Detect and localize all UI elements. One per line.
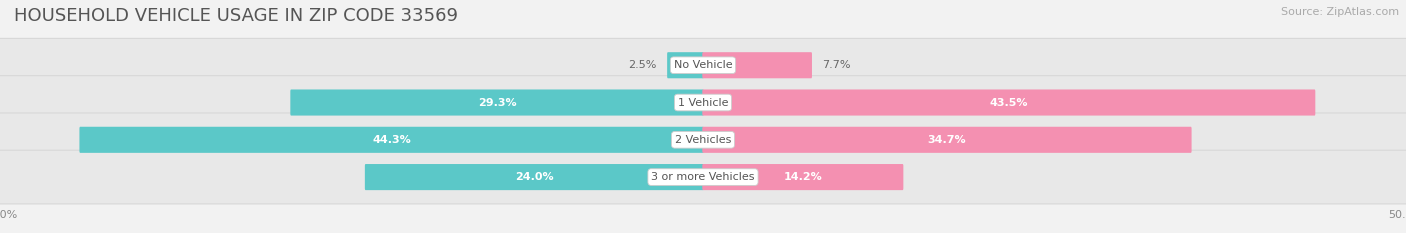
FancyBboxPatch shape (0, 38, 1406, 92)
Text: 24.0%: 24.0% (515, 172, 554, 182)
FancyBboxPatch shape (0, 76, 1406, 129)
FancyBboxPatch shape (366, 164, 704, 190)
Text: No Vehicle: No Vehicle (673, 60, 733, 70)
FancyBboxPatch shape (0, 150, 1406, 204)
Text: 14.2%: 14.2% (783, 172, 823, 182)
FancyBboxPatch shape (80, 127, 704, 153)
Text: Source: ZipAtlas.com: Source: ZipAtlas.com (1281, 7, 1399, 17)
FancyBboxPatch shape (703, 164, 904, 190)
FancyBboxPatch shape (0, 113, 1406, 167)
Text: 3 or more Vehicles: 3 or more Vehicles (651, 172, 755, 182)
Text: HOUSEHOLD VEHICLE USAGE IN ZIP CODE 33569: HOUSEHOLD VEHICLE USAGE IN ZIP CODE 3356… (14, 7, 458, 25)
Text: 44.3%: 44.3% (373, 135, 411, 145)
FancyBboxPatch shape (703, 127, 1192, 153)
FancyBboxPatch shape (290, 89, 704, 116)
FancyBboxPatch shape (668, 52, 704, 78)
FancyBboxPatch shape (703, 89, 1316, 116)
Text: 34.7%: 34.7% (928, 135, 966, 145)
Text: 2.5%: 2.5% (628, 60, 657, 70)
Text: 1 Vehicle: 1 Vehicle (678, 98, 728, 107)
Text: 7.7%: 7.7% (823, 60, 851, 70)
Text: 29.3%: 29.3% (478, 98, 516, 107)
Text: 2 Vehicles: 2 Vehicles (675, 135, 731, 145)
Text: 43.5%: 43.5% (990, 98, 1028, 107)
FancyBboxPatch shape (703, 52, 813, 78)
